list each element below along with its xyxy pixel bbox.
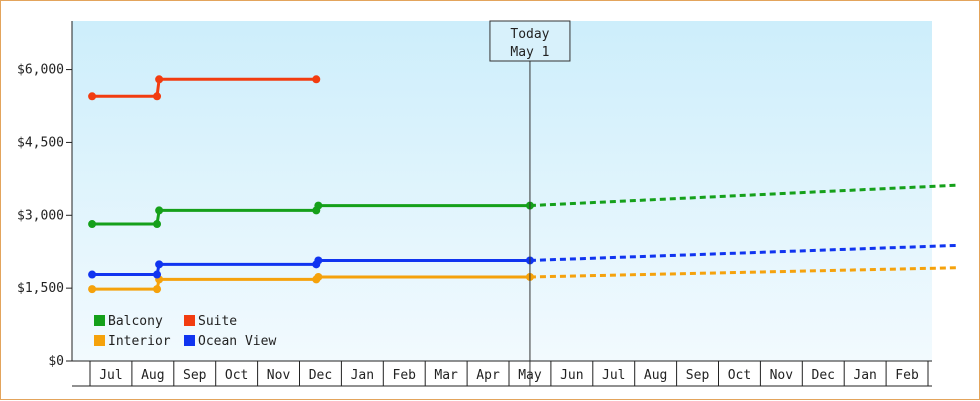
legend-swatch [184, 335, 195, 346]
month-label: Jan [351, 368, 374, 383]
month-label: Oct [225, 368, 248, 383]
plot-area [72, 21, 932, 361]
legend-label: Suite [198, 314, 237, 329]
data-point [314, 272, 323, 281]
series-line [92, 275, 530, 291]
data-point [153, 92, 162, 101]
month-label: Oct [728, 368, 751, 383]
month-label: Jun [560, 368, 583, 383]
legend-label: Interior [108, 334, 171, 349]
data-point [314, 201, 323, 210]
legend-label: Balcony [108, 314, 163, 329]
month-label: Aug [141, 368, 164, 383]
month-label: Nov [267, 368, 291, 383]
today-date: May 1 [510, 45, 549, 60]
month-label: Aug [644, 368, 667, 383]
data-point [314, 256, 323, 265]
legend-swatch [184, 315, 195, 326]
today-box [489, 20, 571, 62]
legend-label: Ocean View [198, 334, 276, 349]
legend-swatch [94, 335, 105, 346]
y-tick-label: $0 [48, 354, 64, 369]
data-point [88, 270, 97, 279]
y-tick-label: $4,500 [17, 135, 64, 150]
month-label: Nov [770, 368, 794, 383]
month-label: Feb [393, 368, 417, 383]
month-label: Jul [602, 368, 625, 383]
data-point [153, 270, 162, 279]
data-point [155, 206, 164, 215]
y-tick-label: $3,000 [17, 208, 64, 223]
series-line [92, 77, 317, 98]
series-line [92, 258, 530, 277]
month-label: Sep [686, 368, 710, 383]
month-label: Jul [99, 368, 122, 383]
y-tick-label: $6,000 [17, 63, 64, 78]
month-label: Sep [183, 368, 207, 383]
data-point [155, 75, 164, 84]
month-label: Apr [476, 368, 500, 383]
series-line [92, 204, 530, 226]
data-point [153, 285, 162, 294]
today-label: Today [510, 27, 549, 42]
month-label: Mar [434, 368, 458, 383]
series-forecast-line [529, 243, 958, 262]
series-forecast-line [529, 266, 958, 279]
month-label: Dec [812, 368, 835, 383]
data-point [88, 92, 97, 101]
data-point [312, 75, 321, 84]
legend-swatch [94, 315, 105, 326]
month-label: Jan [853, 368, 876, 383]
series-forecast-line [529, 183, 958, 208]
month-label: Dec [309, 368, 332, 383]
data-point [88, 285, 97, 294]
data-point [153, 220, 162, 229]
month-label: Feb [895, 368, 919, 383]
data-point [155, 260, 164, 269]
y-tick-label: $1,500 [17, 281, 64, 296]
data-point [88, 220, 97, 229]
